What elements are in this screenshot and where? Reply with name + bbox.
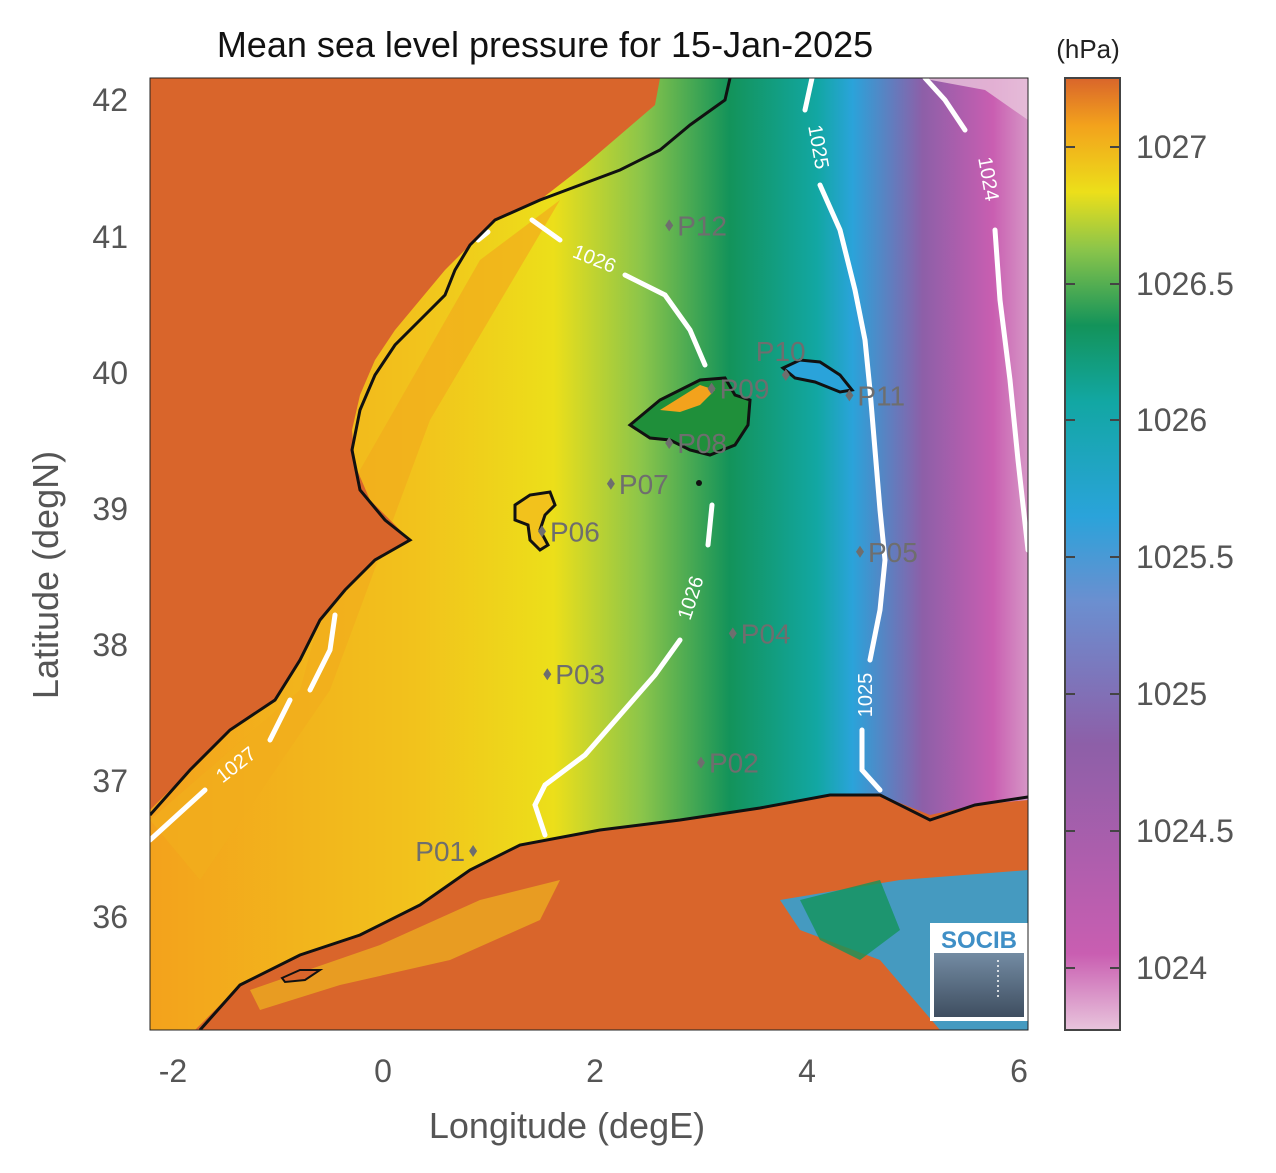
y-tick: 39 [92,491,128,527]
isobar-1025 [802,78,888,793]
station-marker-p02 [697,756,705,769]
africa-coastline [198,793,1028,1030]
colorbar-scale [1064,77,1121,1031]
colorbar-tick: 1024.5 [1136,813,1234,849]
x-tick: -2 [159,1053,187,1089]
y-tick: 40 [92,355,128,391]
colorbar-tick: 1026 [1136,402,1207,438]
colorbar-tick: 1027 [1136,129,1207,165]
station-markers: P01 P02 P03 P04 P05 P06 P07 P08 P09 P10 P11 P12 [415,210,918,867]
y-tick: 42 [92,82,128,118]
isobar-1024 [922,78,1028,553]
iberia-land [150,78,660,810]
station-marker-p07 [606,477,615,490]
station-marker-p05 [856,545,864,558]
station-marker-p10 [781,369,790,381]
station-marker-p01 [469,845,478,857]
contour-label-1025-south: 1025 [855,673,877,718]
isobar-1026 [475,217,715,838]
station-label-p03: P03 [555,659,605,690]
station-label-p08: P08 [677,428,727,459]
station-label-p01: P01 [415,836,465,867]
x-tick: 2 [586,1053,604,1089]
logo-text: SOCIB [941,927,1017,954]
station-label-p10: P10 [756,336,806,367]
station-label-p02: P02 [709,748,759,779]
socib-logo: SOCIB [930,923,1028,1021]
x-tick: 6 [1010,1053,1028,1089]
station-marker-p12 [665,219,674,232]
station-label-p07: P07 [619,469,669,500]
chart-title: Mean sea level pressure for 15-Jan-2025 [217,24,873,65]
colorbar-tick: 1025 [1136,676,1207,712]
station-marker-p11 [845,389,854,402]
station-marker-p03 [543,668,552,681]
station-marker-p09 [707,382,716,395]
station-label-p04: P04 [741,618,791,649]
colorbar: 1027 1026.5 1026 1025.5 1025 1024.5 1024 [1064,77,1234,1031]
colorbar-tick: 1025.5 [1136,539,1234,575]
y-axis: 42 41 40 39 38 37 36 [92,82,128,935]
station-marker-p08 [665,437,674,449]
y-tick: 36 [92,899,128,935]
station-marker-p06 [538,525,546,538]
x-axis: -2 0 2 4 6 [159,1053,1028,1089]
colorbar-tick: 1024 [1136,950,1207,986]
map-area: SOCIB [150,78,1028,1030]
y-tick: 38 [92,627,128,663]
y-tick: 37 [92,763,128,799]
isobar-1027 [150,612,338,843]
station-label-p05: P05 [868,537,918,568]
x-tick: 4 [798,1053,816,1089]
y-axis-label: Latitude (degN) [25,451,66,699]
station-label-p12: P12 [677,210,727,241]
menorca-island [780,358,855,394]
isobar-contours [150,78,1028,843]
x-axis-label: Longitude (degE) [429,1105,705,1146]
station-label-p11: P11 [857,380,905,411]
coastline [150,78,1028,1030]
ibiza-island [513,490,557,552]
low-pressure-corner [920,78,1028,120]
y-tick: 41 [92,219,128,255]
colorbar-tick: 1026.5 [1136,266,1234,302]
station-label-p06: P06 [550,516,600,547]
x-tick: 0 [374,1053,392,1089]
station-label-p09: P09 [720,374,770,405]
iberia-coastline [150,78,732,816]
station-marker-p04 [728,627,737,640]
map-frame [149,77,1029,1031]
units-label: (hPa) [1056,34,1120,64]
